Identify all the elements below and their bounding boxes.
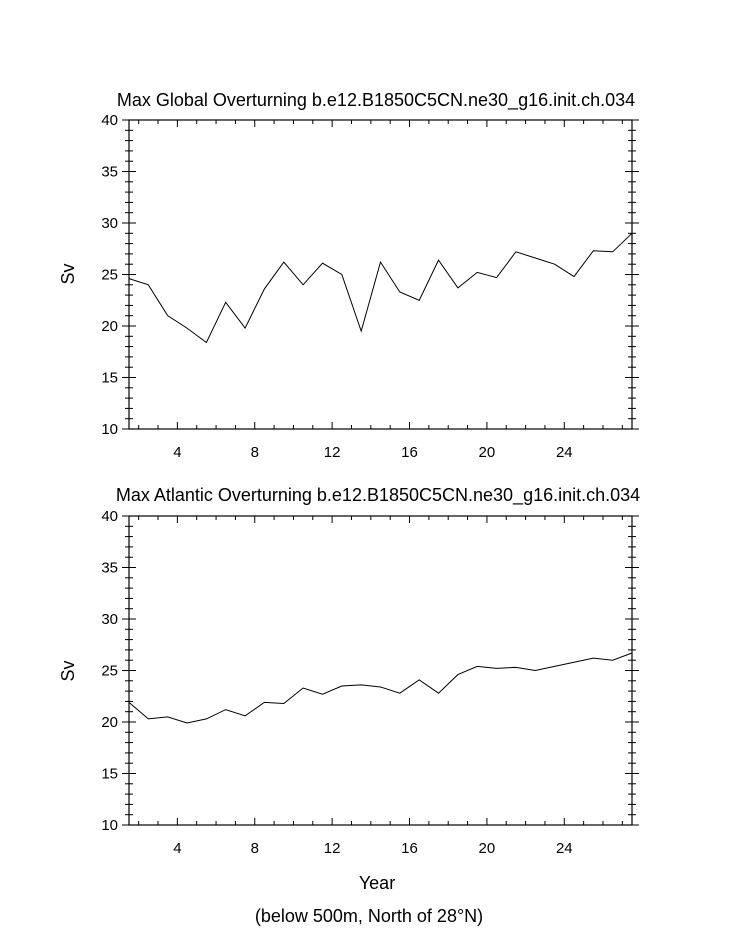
x-axis-label: Year — [359, 873, 395, 893]
global-panel-title: Max Global Overturning b.e12.B1850C5CN.n… — [117, 90, 635, 111]
global-y-axis-label: Sv — [58, 263, 78, 284]
global-plot-frame — [128, 119, 633, 430]
y-tick-label: 10 — [101, 421, 118, 438]
x-tick-label: 16 — [401, 840, 418, 857]
y-tick-label: 25 — [101, 663, 118, 680]
atlantic-overturning-panel: Max Atlantic Overturning b.e12.B1850C5CN… — [58, 485, 640, 926]
global-overturning-panel: Max Global Overturning b.e12.B1850C5CN.n… — [58, 90, 639, 461]
y-tick-label: 10 — [101, 817, 118, 834]
x-tick-label: 4 — [173, 444, 181, 461]
x-tick-label: 12 — [324, 444, 341, 461]
x-tick-label: 20 — [479, 444, 496, 461]
y-tick-label: 15 — [101, 766, 118, 783]
atlantic-tick-labels: 4 8 12 16 20 24 10 15 20 25 30 35 40 — [101, 508, 572, 857]
y-tick-label: 25 — [101, 267, 118, 284]
x-tick-label: 24 — [556, 444, 573, 461]
global-series-line — [128, 232, 633, 344]
x-tick-label: 8 — [251, 444, 259, 461]
atlantic-panel-title: Max Atlantic Overturning b.e12.B1850C5CN… — [116, 485, 640, 506]
y-tick-label: 40 — [101, 508, 118, 525]
x-tick-label: 16 — [401, 444, 418, 461]
x-tick-label: 24 — [556, 840, 573, 857]
subcaption: (below 500m, North of 28°N) — [255, 906, 483, 926]
y-tick-label: 20 — [101, 714, 118, 731]
y-tick-label: 30 — [101, 611, 118, 628]
atlantic-y-axis-label: Sv — [58, 660, 78, 681]
x-tick-label: 12 — [324, 840, 341, 857]
x-tick-label: 20 — [479, 840, 496, 857]
global-ticks — [122, 119, 639, 430]
y-tick-label: 35 — [101, 164, 118, 181]
x-tick-label: 8 — [251, 840, 259, 857]
y-tick-label: 35 — [101, 560, 118, 577]
atlantic-plot-frame — [128, 515, 633, 826]
y-tick-label: 30 — [101, 215, 118, 232]
global-tick-labels: 4 8 12 16 20 24 10 15 20 25 30 35 40 — [101, 112, 572, 461]
y-tick-label: 40 — [101, 112, 118, 129]
atlantic-ticks — [122, 515, 639, 826]
y-tick-label: 20 — [101, 318, 118, 335]
atlantic-series-line — [128, 652, 633, 724]
y-tick-label: 15 — [101, 370, 118, 387]
x-tick-label: 4 — [173, 840, 181, 857]
